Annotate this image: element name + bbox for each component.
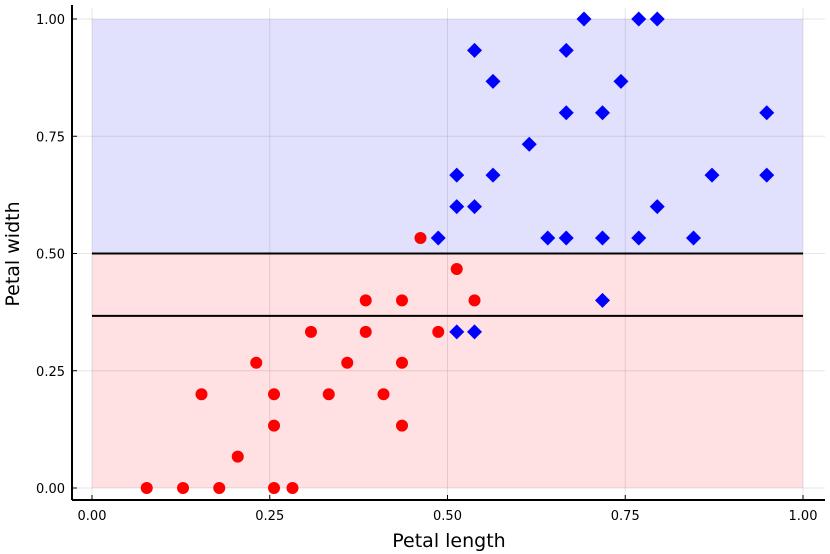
background-regions	[92, 19, 803, 488]
data-point-circle	[432, 325, 445, 338]
x-tick-label: 0.25	[255, 509, 284, 524]
y-tick-label: 0.00	[36, 482, 65, 497]
data-point-circle	[341, 356, 354, 369]
x-tick-label: 0.50	[433, 509, 462, 524]
data-point-circle	[395, 294, 408, 307]
data-point-diamond	[594, 230, 610, 246]
y-tick-label: 0.50	[36, 248, 65, 263]
data-point-diamond	[558, 105, 574, 121]
y-tick-label: 0.25	[36, 365, 65, 380]
data-point-diamond	[613, 73, 629, 89]
x-tick-label: 1.00	[789, 509, 818, 524]
data-point-circle	[140, 482, 153, 494]
axes	[71, 5, 825, 501]
data-point-circle	[304, 325, 317, 338]
data-point-circle	[286, 482, 299, 494]
data-point-circle	[359, 294, 372, 307]
data-point-diamond	[594, 105, 610, 121]
data-point-circle	[268, 419, 281, 432]
data-point-diamond	[631, 230, 647, 246]
data-point-diamond	[430, 230, 446, 246]
data-point-diamond	[485, 73, 501, 89]
data-point-diamond	[449, 324, 465, 340]
data-point-diamond	[631, 11, 647, 27]
data-point-diamond	[558, 42, 574, 58]
tick-labels: 0.00 0.25 0.50 0.75 1.00 0.00 0.25 0.50 0.75 1.00	[36, 13, 817, 524]
y-tick-label: 1.00	[36, 13, 65, 28]
data-point-diamond	[485, 167, 501, 183]
data-point-circle	[268, 482, 281, 494]
y-tick-label: 0.75	[36, 130, 65, 145]
data-point-diamond	[449, 199, 465, 215]
data-point-diamond	[521, 136, 537, 152]
data-point-diamond	[649, 11, 665, 27]
data-point-diamond	[467, 199, 483, 215]
x-tick-label: 0.00	[78, 509, 107, 524]
data-point-circle	[359, 325, 372, 338]
x-axis-title: Petal length	[392, 530, 505, 552]
x-tick-label: 0.75	[611, 509, 640, 524]
data-point-diamond	[467, 42, 483, 58]
data-point-diamond	[759, 105, 775, 121]
data-point-diamond	[594, 292, 610, 308]
data-point-diamond	[759, 167, 775, 183]
data-point-diamond	[467, 324, 483, 340]
data-point-diamond	[686, 230, 702, 246]
data-point-diamond	[558, 230, 574, 246]
data-point-diamond	[540, 230, 556, 246]
data-point-circle	[414, 232, 427, 245]
data-point-circle	[377, 388, 390, 401]
threshold-lines	[92, 252, 803, 317]
data-point-circle	[177, 482, 190, 494]
data-point-circle	[395, 356, 408, 369]
data-point-diamond	[704, 167, 720, 183]
y-axis-title: Petal width	[2, 201, 24, 306]
region-1	[92, 19, 803, 254]
data-point-diamond	[649, 199, 665, 215]
data-points	[140, 11, 775, 494]
region-0	[92, 253, 803, 488]
data-point-circle	[195, 388, 208, 401]
data-point-circle	[468, 294, 481, 307]
data-point-circle	[450, 262, 463, 275]
data-point-circle	[250, 356, 263, 369]
data-point-circle	[322, 388, 335, 401]
data-point-circle	[213, 482, 226, 494]
data-point-diamond	[449, 167, 465, 183]
data-point-circle	[395, 419, 408, 432]
data-point-circle	[231, 450, 244, 463]
data-point-diamond	[576, 11, 592, 27]
data-point-circle	[268, 388, 281, 401]
